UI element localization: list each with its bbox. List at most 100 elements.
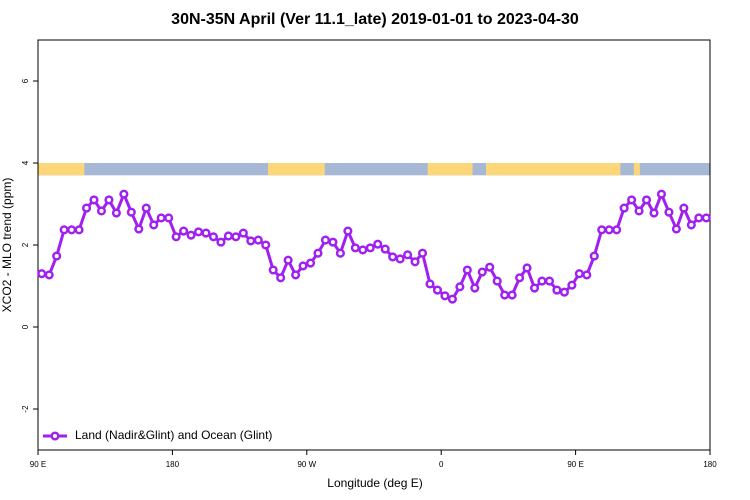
data-point bbox=[365, 243, 375, 253]
y-tick-label: 4 bbox=[21, 160, 30, 165]
x-tick-label: 90 E bbox=[30, 460, 46, 469]
data-point bbox=[619, 203, 629, 213]
data-point bbox=[447, 294, 457, 304]
data-point bbox=[522, 263, 532, 273]
data-point bbox=[455, 282, 465, 292]
data-point bbox=[686, 220, 696, 230]
x-axis-label: Longitude (deg E) bbox=[327, 476, 422, 490]
data-point bbox=[81, 203, 92, 213]
data-point bbox=[298, 261, 308, 271]
y-axis-label: XCO2 - MLO trend (ppm) bbox=[0, 178, 14, 313]
data-point bbox=[380, 244, 390, 254]
data-point bbox=[664, 207, 674, 217]
x-tick-label: 90 E bbox=[567, 460, 583, 469]
data-point bbox=[276, 273, 286, 283]
data-point bbox=[701, 213, 711, 223]
data-point bbox=[313, 248, 323, 258]
data-point bbox=[641, 195, 652, 205]
data-point bbox=[567, 280, 577, 290]
data-point bbox=[179, 226, 189, 236]
land-band bbox=[486, 163, 621, 176]
data-point bbox=[291, 270, 301, 280]
data-point bbox=[320, 235, 331, 245]
data-point bbox=[119, 189, 129, 199]
data-point bbox=[612, 225, 622, 235]
data-point bbox=[649, 208, 659, 218]
data-point bbox=[149, 220, 159, 230]
data-point bbox=[373, 239, 383, 249]
x-tick-label: 180 bbox=[166, 460, 180, 469]
data-point bbox=[216, 237, 226, 247]
data-point bbox=[238, 228, 248, 238]
data-point bbox=[156, 213, 166, 223]
data-point bbox=[656, 189, 667, 199]
y-tick-label: 2 bbox=[21, 242, 30, 247]
data-point bbox=[403, 250, 413, 260]
data-point bbox=[582, 270, 592, 280]
data-point bbox=[604, 225, 614, 235]
data-point bbox=[111, 208, 121, 218]
y-tick-label: 0 bbox=[21, 324, 30, 329]
data-point bbox=[134, 224, 144, 234]
data-point bbox=[186, 230, 196, 240]
data-point bbox=[529, 283, 540, 293]
data-point bbox=[268, 265, 278, 275]
data-point bbox=[59, 225, 69, 235]
data-point bbox=[89, 195, 99, 205]
data-point bbox=[52, 251, 62, 261]
data-point bbox=[67, 225, 77, 235]
legend-label: Land (Nadir&Glint) and Ocean (Glint) bbox=[75, 428, 272, 442]
data-point bbox=[552, 285, 562, 295]
data-point bbox=[537, 276, 547, 286]
data-point bbox=[574, 269, 584, 279]
x-tick-label: 180 bbox=[703, 460, 717, 469]
data-point bbox=[492, 276, 502, 286]
y-tick-label: 6 bbox=[21, 78, 30, 83]
data-point bbox=[388, 252, 398, 262]
data-point bbox=[634, 206, 644, 216]
data-point bbox=[589, 251, 599, 261]
data-point bbox=[164, 213, 174, 223]
data-point bbox=[328, 237, 338, 247]
data-point bbox=[141, 203, 151, 213]
data-point bbox=[305, 258, 316, 268]
data-point bbox=[559, 287, 569, 297]
data-point bbox=[126, 207, 136, 217]
data-point bbox=[694, 213, 704, 223]
data-point bbox=[37, 269, 47, 279]
data-point bbox=[432, 285, 443, 295]
legend-marker bbox=[50, 431, 60, 441]
data-point bbox=[395, 254, 405, 264]
data-point bbox=[74, 225, 84, 235]
land-band bbox=[38, 163, 85, 176]
data-point bbox=[544, 276, 555, 286]
data-point bbox=[358, 245, 368, 255]
chart-title: 30N-35N April (Ver 11.1_late) 2019-01-01… bbox=[171, 11, 579, 28]
data-point bbox=[193, 227, 204, 237]
data-point bbox=[417, 248, 428, 258]
data-point bbox=[597, 225, 607, 235]
data-point bbox=[470, 283, 480, 293]
data-point bbox=[223, 231, 233, 241]
data-point bbox=[627, 195, 637, 205]
data-point bbox=[171, 232, 181, 242]
data-point bbox=[201, 228, 211, 238]
data-point bbox=[335, 248, 345, 258]
x-tick-label: 0 bbox=[439, 460, 444, 469]
data-point bbox=[44, 270, 54, 280]
data-point bbox=[231, 232, 241, 242]
data-point bbox=[208, 232, 219, 242]
data-point bbox=[104, 195, 114, 205]
data-point bbox=[440, 291, 450, 301]
data-point bbox=[671, 224, 681, 234]
data-point bbox=[343, 226, 353, 236]
land-band bbox=[633, 163, 640, 176]
land-band bbox=[267, 163, 325, 176]
data-point bbox=[679, 203, 689, 213]
data-point bbox=[246, 236, 256, 246]
data-point bbox=[515, 273, 525, 283]
data-point bbox=[507, 290, 517, 300]
land-band bbox=[427, 163, 473, 176]
data-point bbox=[500, 290, 510, 300]
